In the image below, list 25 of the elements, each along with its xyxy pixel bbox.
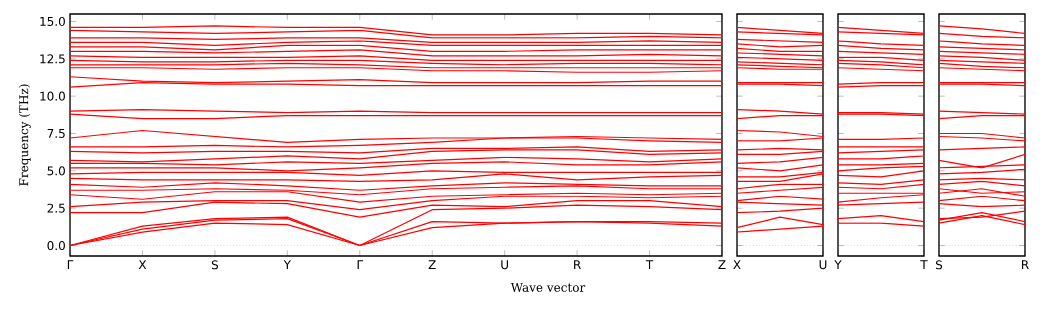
y-tick-label: 12.5 [40,54,65,64]
x-axis-title: Wave vector [510,282,586,292]
x-tick-label: S [211,260,219,270]
x-tick-label: Γ [357,260,364,269]
x-tick-label: R [1021,260,1029,269]
y-tick-label: 7.5 [47,129,65,138]
y-tick-label: 10.0 [40,91,65,101]
x-tick-label: Z [718,260,726,269]
x-tick-label: T [645,260,654,269]
y-tick-label: 0.0 [47,240,65,251]
x-tick-label: U [501,260,509,270]
x-tick-label: U [819,260,827,270]
x-tick-label: Y [283,260,292,269]
x-tick-label: X [138,260,147,269]
x-tick-label: T [920,260,928,269]
y-tick-label: 15.0 [40,16,65,26]
y-axis-title: Frequency (THz) [18,84,31,186]
x-tick-label: R [574,260,581,269]
x-tick-label: Y [834,260,842,269]
y-tick-label: 2.5 [47,203,65,213]
y-tick-label: 5.0 [47,166,65,176]
x-tick-label: Z [428,260,436,269]
x-tick-label: S [935,260,943,270]
x-tick-label: Γ [67,260,74,269]
x-tick-label: X [733,260,741,269]
